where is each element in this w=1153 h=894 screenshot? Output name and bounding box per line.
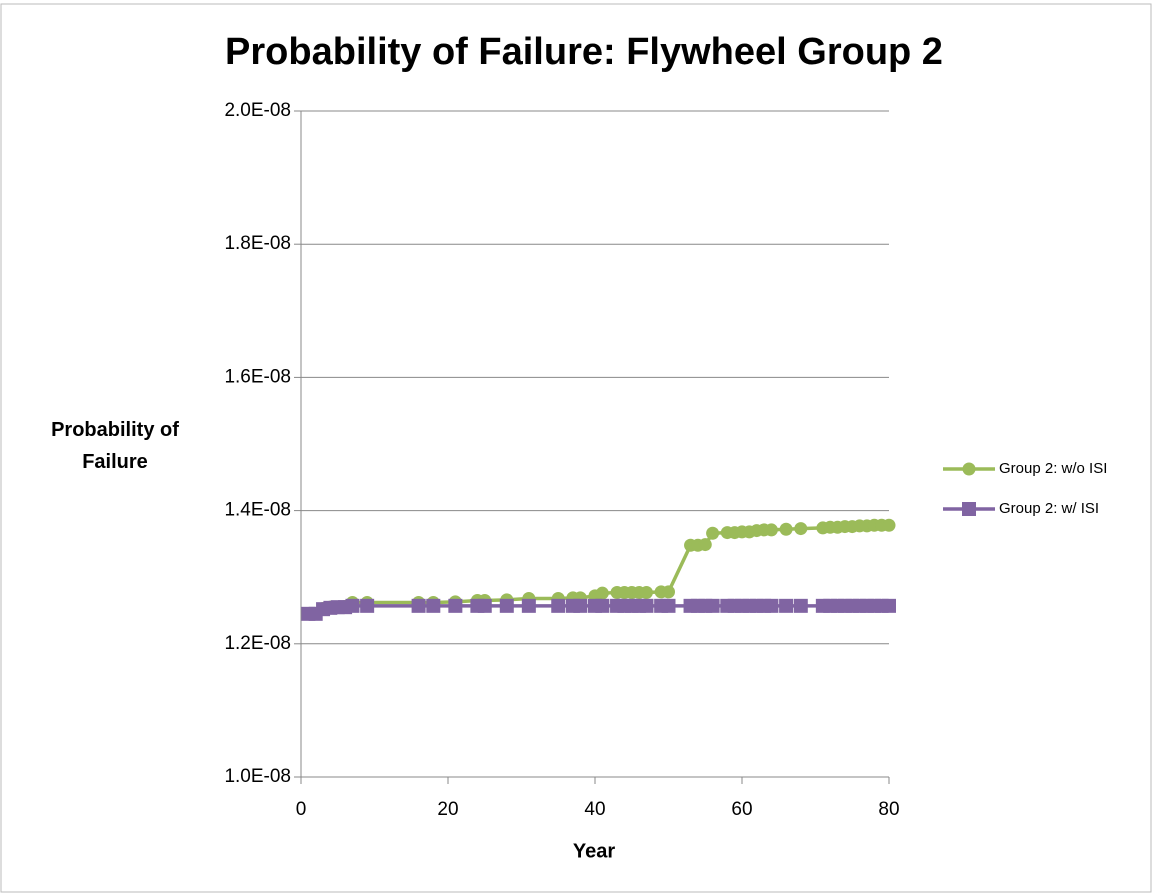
legend-label: Group 2: w/ ISI [999, 500, 1099, 517]
data-point [882, 598, 896, 613]
data-point [639, 586, 653, 600]
legend-marker [962, 462, 976, 476]
data-point [595, 598, 610, 613]
x-axis-label: Year [573, 840, 615, 862]
y-tick-label: 1.8E-08 [224, 233, 291, 254]
data-point [706, 526, 720, 540]
x-tick-label: 80 [878, 799, 899, 820]
data-point [779, 598, 794, 613]
y-tick-label: 2.0E-08 [224, 100, 291, 121]
y-tick-label: 1.6E-08 [224, 366, 291, 387]
data-point [477, 598, 492, 613]
data-point [764, 523, 778, 537]
data-point [426, 598, 441, 613]
data-point [573, 598, 588, 613]
x-tick-label: 60 [731, 799, 752, 820]
data-point [705, 598, 720, 613]
data-point [499, 598, 514, 613]
x-tick-label: 20 [437, 799, 458, 820]
x-tick-label: 40 [584, 799, 605, 820]
data-point [345, 598, 360, 613]
data-point [411, 598, 426, 613]
y-tick-label: 1.0E-08 [224, 766, 291, 787]
data-point [448, 598, 463, 613]
data-point [661, 598, 676, 613]
data-point [521, 598, 536, 613]
chart-frame [0, 3, 1152, 893]
legend-label: Group 2: w/o ISI [999, 460, 1107, 477]
data-point [779, 522, 793, 536]
x-tick-label: 0 [296, 799, 307, 820]
y-tick-label: 1.4E-08 [224, 500, 291, 521]
data-point [698, 538, 712, 552]
data-point [639, 598, 654, 613]
data-point [764, 598, 779, 613]
data-point [360, 598, 375, 613]
data-point [662, 585, 675, 599]
data-point [793, 598, 808, 613]
y-axis-label: Probability of Failure [51, 419, 179, 473]
data-point [551, 598, 566, 613]
data-point [595, 586, 609, 600]
data-point [882, 518, 896, 532]
y-tick-label: 1.2E-08 [224, 633, 291, 654]
chart-title: Probability of Failure: Flywheel Group 2 [225, 31, 943, 73]
data-point [794, 522, 808, 536]
legend-marker [962, 502, 976, 516]
